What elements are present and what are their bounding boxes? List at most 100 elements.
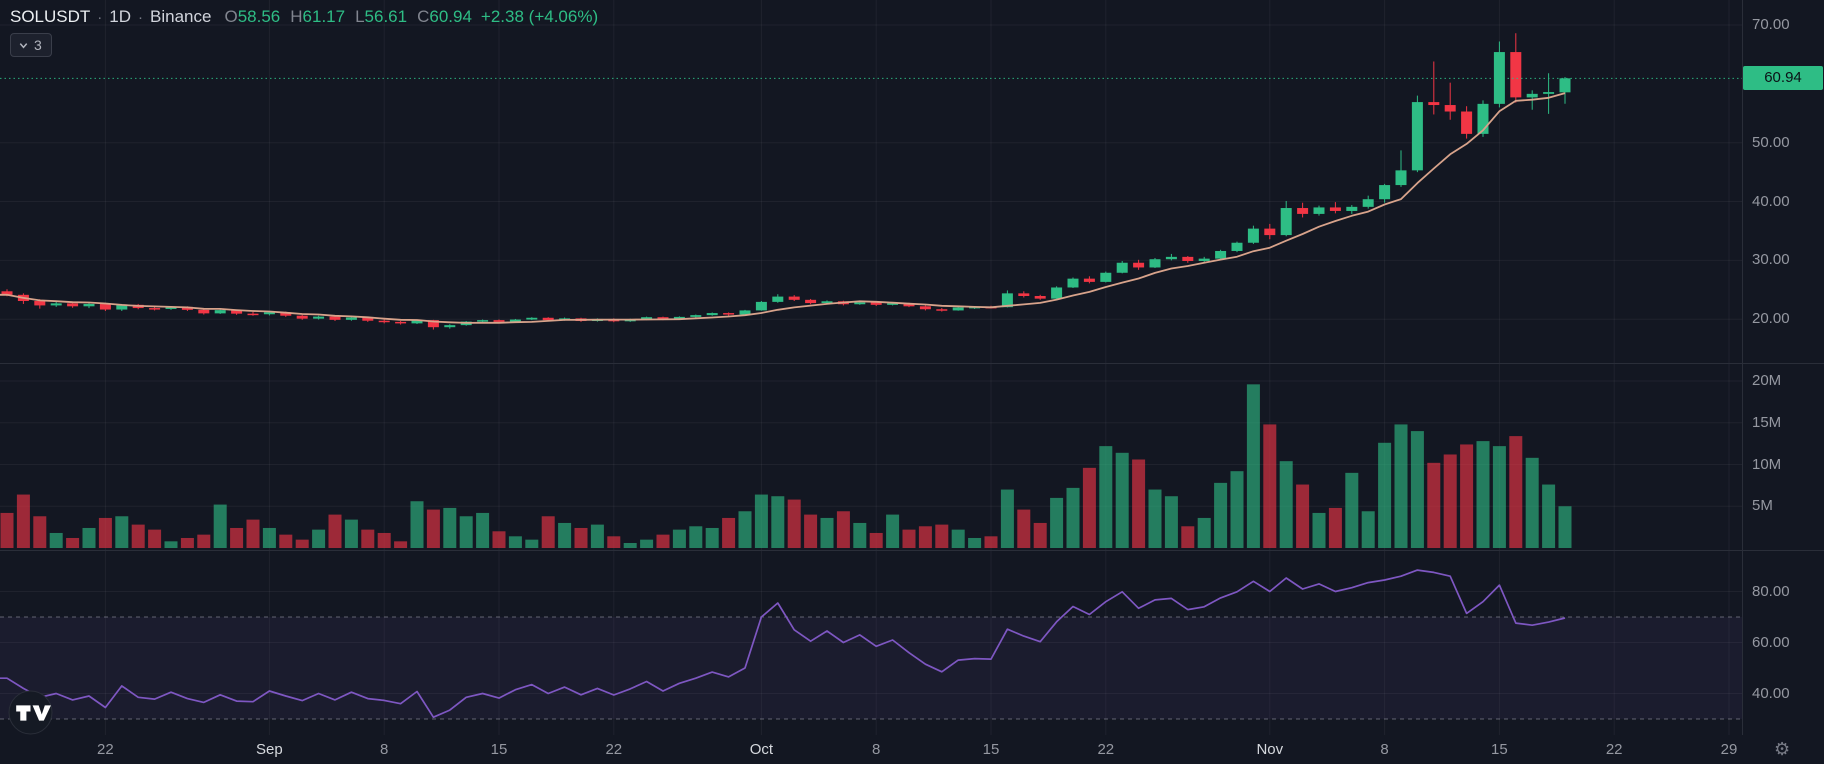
candle-body [214,310,226,314]
candle-body [345,317,357,320]
candle-body [706,313,718,316]
candle-body [805,299,817,304]
volume-bar [1296,484,1310,548]
open-value: O58.56 [224,7,281,26]
candle-body [1165,256,1177,260]
candle-body [329,316,341,320]
volume-bar [1394,424,1408,548]
volume-axis-label: 10M [1752,455,1782,473]
candle-body [1247,228,1259,243]
volume-bar [230,527,244,548]
candle-body [1,291,13,295]
chevron-down-icon [19,42,28,48]
candle-body [83,303,95,307]
volume-bar [1312,512,1326,548]
volume-bar [1443,454,1457,548]
candle-body [395,321,407,324]
volume-bar [197,534,211,548]
high-value: H61.17 [290,7,346,26]
candle-body [690,315,702,317]
volume-bar [1066,487,1080,548]
volume-bar [804,514,818,548]
candle-body [1559,78,1571,93]
volume-bar [508,536,522,548]
volume-bar [377,532,391,548]
volume-bar [394,541,408,548]
volume-bar [968,537,982,548]
candle-body [1149,259,1161,268]
volume-bar [984,536,998,548]
symbol-name[interactable]: SOLUSDT [10,7,91,26]
candle-body [1001,293,1013,308]
volume-bar [361,529,375,548]
time-axis-label: 22 [1097,741,1115,758]
volume-bar [902,529,916,548]
pane-separator-rsi[interactable] [0,550,1824,551]
time-axis-month-label: Sep [256,741,283,758]
volume-bar [1214,482,1228,548]
volume-bar [0,512,14,548]
volume-bar [148,529,162,548]
tradingview-logo[interactable] [8,690,53,740]
exchange-label[interactable]: Binance [150,7,212,26]
volume-bar [623,542,637,548]
candle-body [263,312,275,315]
volume-bar [672,529,686,548]
candle-body [1083,278,1095,282]
volume-bar [1492,446,1506,548]
volume-bar [525,539,539,548]
volume-bar [574,527,588,548]
symbol-legend[interactable]: SOLUSDT · 1D · Binance O58.56 H61.17 L56… [10,7,598,27]
time-axis-month-label: Oct [749,741,774,758]
volume-bar [935,524,949,548]
ma-line [0,92,1566,324]
volume-axis-label: 15M [1752,413,1782,431]
volume-bar [1410,431,1424,548]
candle-body [1116,262,1128,273]
candle-body [1280,208,1292,236]
chart-canvas[interactable] [0,0,1742,735]
volume-bar [295,539,309,548]
timeframe-label[interactable]: 1D [109,7,132,26]
candle-body [116,304,128,310]
candle-body [247,313,259,316]
volume-bar [213,504,227,548]
candle-body [165,306,177,309]
volume-bar [738,511,752,548]
candle-body [1182,256,1194,261]
rsi-line [0,569,1566,719]
volume-bar [131,524,145,548]
volume-bar [1509,436,1523,548]
volume-bar [1263,424,1277,548]
time-axis-label: 15 [982,741,1000,758]
time-axis[interactable]: 22 Sep 8 15 22 Oct 8 15 22 Nov 8 15 22 29 [0,735,1824,764]
volume-bar [328,514,342,548]
candle-body [919,306,931,310]
candle-body [1379,185,1391,200]
volume-bar [1525,457,1539,548]
candle-body [231,310,243,314]
volume-bar [1558,506,1572,548]
axis-settings-gear-icon[interactable]: ⚙ [1774,739,1791,759]
volume-bar [1132,459,1146,548]
volume-bar [869,532,883,548]
candle-body [1428,102,1440,106]
candle-body [1264,228,1276,236]
price-axis-border [1742,0,1743,764]
indicators-collapse-toggle[interactable]: 3 [10,33,52,57]
volume-bar [476,512,490,548]
volume-bar [607,536,621,548]
volume-bar [279,534,293,548]
separator-dot: · [138,8,144,26]
volume-bar [1476,441,1490,548]
candle-body [788,296,800,300]
candle-body [1477,103,1489,134]
volume-axis-label: 20M [1752,372,1782,389]
last-price-badge[interactable]: 60.94 [1743,66,1823,91]
time-axis-label: 15 [1491,741,1508,758]
candle-body [1395,170,1407,186]
volume-bar [443,507,457,548]
pane-separator-volume[interactable] [0,363,1824,364]
time-axis-label: 29 [1720,741,1738,758]
